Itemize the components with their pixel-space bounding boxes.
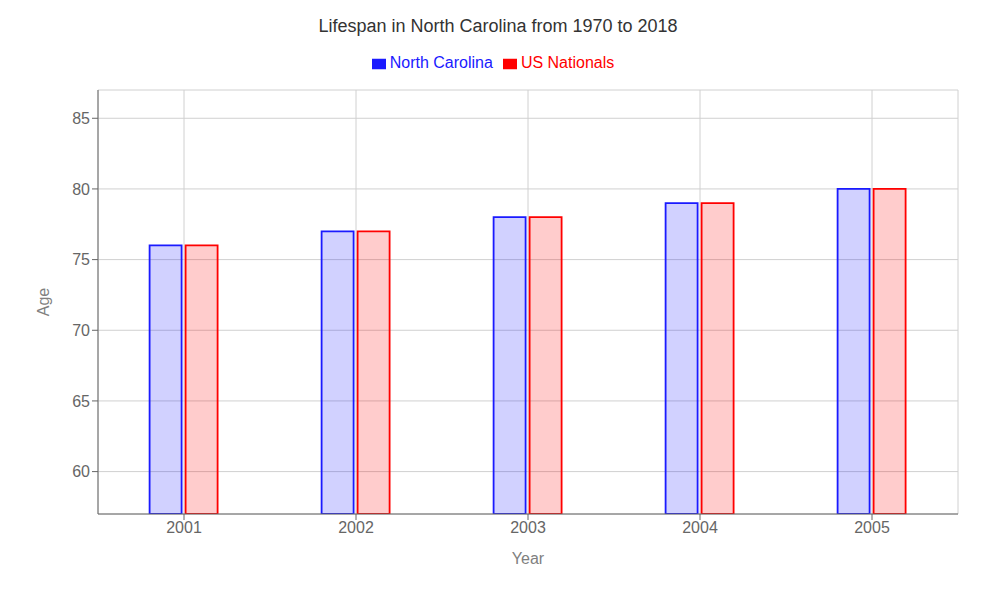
svg-text:2003: 2003 xyxy=(510,519,546,536)
svg-text:2002: 2002 xyxy=(338,519,374,536)
svg-text:2001: 2001 xyxy=(166,519,202,536)
svg-text:2005: 2005 xyxy=(854,519,890,536)
svg-text:70: 70 xyxy=(72,322,90,339)
svg-text:65: 65 xyxy=(72,393,90,410)
svg-text:Age: Age xyxy=(35,288,52,317)
html-text:US Nationals: US Nationals xyxy=(520,54,615,71)
html-text:Lifespan in North Carolina fro: Lifespan in North Carolina from 1970 to … xyxy=(318,16,678,36)
html-text:North Carolina: North Carolina xyxy=(389,54,493,71)
svg-text:80: 80 xyxy=(72,181,90,198)
svg-text:Year: Year xyxy=(512,550,545,567)
svg-text:60: 60 xyxy=(72,463,90,480)
svg-text:75: 75 xyxy=(72,251,90,268)
svg-text:85: 85 xyxy=(72,110,90,127)
svg-text:2004: 2004 xyxy=(682,519,718,536)
